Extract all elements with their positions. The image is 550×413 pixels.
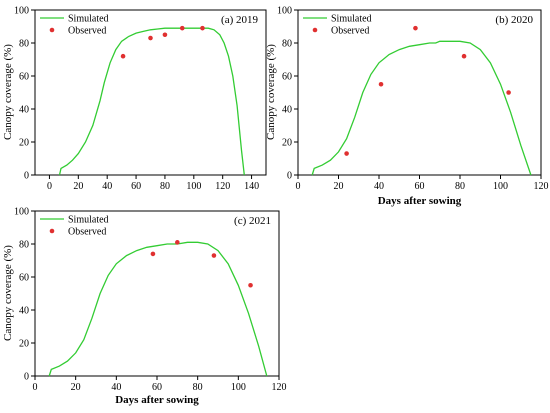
legend-point-swatch xyxy=(49,27,55,33)
y-axis-label: Canopy coverage (%) xyxy=(2,44,14,140)
y-tick-label: 0 xyxy=(24,171,29,182)
legend-simulated-label: Simulated xyxy=(68,215,109,226)
simulated-line xyxy=(311,40,532,176)
x-tick-label: 0 xyxy=(296,181,301,192)
y-tick-label: 100 xyxy=(14,6,29,17)
panel-title: (c) 2021 xyxy=(234,215,271,227)
x-tick-label: 100 xyxy=(186,181,201,192)
x-tick-label: 120 xyxy=(534,181,549,192)
y-tick-label: 80 xyxy=(19,240,29,251)
x-tick-label: 20 xyxy=(73,181,83,192)
observed-point xyxy=(461,53,467,59)
observed-point xyxy=(179,25,185,31)
y-tick-label: 100 xyxy=(277,6,292,17)
x-tick-label: 80 xyxy=(455,181,465,192)
observed-point xyxy=(378,81,384,87)
y-tick-label: 100 xyxy=(14,207,29,218)
y-tick-label: 80 xyxy=(282,39,292,50)
x-tick-label: 120 xyxy=(272,382,287,393)
x-tick-label: 40 xyxy=(111,382,121,393)
x-tick-label: 80 xyxy=(193,382,203,393)
y-tick-label: 80 xyxy=(19,39,29,50)
x-tick-label: 40 xyxy=(102,181,112,192)
x-tick-label: 60 xyxy=(415,181,425,192)
y-tick-label: 40 xyxy=(19,105,29,116)
y-tick-label: 20 xyxy=(19,138,29,149)
panel-3: 0 20 40 60 80 100 120 0 20 40 60 80 100 Canopy covera… xyxy=(2,207,287,407)
panel-title: (a) 2019 xyxy=(221,14,258,26)
y-tick-label: 60 xyxy=(19,273,29,284)
observed-point xyxy=(413,25,418,31)
observed-point xyxy=(211,253,217,258)
x-tick-label: 100 xyxy=(493,181,508,192)
legend-point-swatch xyxy=(49,228,55,234)
x-tick-label: 0 xyxy=(33,382,38,393)
x-tick-label: 60 xyxy=(152,382,162,393)
y-tick-label: 60 xyxy=(19,72,29,83)
y-tick-label: 20 xyxy=(282,138,292,149)
legend-observed-label: Observed xyxy=(331,26,369,37)
y-axis-label: Canopy coverage (%) xyxy=(265,44,277,140)
y-tick-label: 40 xyxy=(282,105,292,116)
legend-point-swatch xyxy=(312,27,318,33)
observed-point xyxy=(175,240,180,245)
panel-1: 0 20 40 60 80 100 120 140 0 20 40 60 80 100 Canopy cov… xyxy=(2,6,267,192)
x-tick-label: 120 xyxy=(215,181,230,192)
y-tick-label: 0 xyxy=(287,171,292,182)
observed-point xyxy=(150,251,156,257)
legend-simulated-label: Simulated xyxy=(68,14,109,25)
observed-point xyxy=(148,35,153,41)
simulated-line xyxy=(58,27,245,176)
observed-point xyxy=(506,90,511,95)
observed-point xyxy=(162,32,168,38)
x-tick-label: 20 xyxy=(334,181,344,192)
x-axis-label: Days after sowing xyxy=(378,195,462,207)
x-tick-label: 60 xyxy=(131,181,141,192)
y-tick-label: 40 xyxy=(19,306,29,317)
x-tick-label: 100 xyxy=(231,382,246,393)
panel-2: 0 20 40 60 80 100 120 0 20 40 60 80 100 Canopy covera… xyxy=(265,6,549,208)
panel-title: (b) 2020 xyxy=(495,14,533,26)
legend-observed-label: Observed xyxy=(68,26,106,37)
observed-point xyxy=(344,151,349,156)
x-tick-label: 40 xyxy=(374,181,384,192)
simulated-line xyxy=(48,241,268,377)
x-tick-label: 140 xyxy=(244,181,259,192)
y-tick-label: 20 xyxy=(19,339,29,350)
observed-point xyxy=(248,282,253,288)
y-tick-label: 60 xyxy=(282,72,292,83)
plot-frame xyxy=(34,9,267,176)
y-axis-label: Canopy coverage (%) xyxy=(2,245,14,341)
legend-simulated-label: Simulated xyxy=(331,14,372,25)
observed-point xyxy=(200,25,205,31)
x-tick-label: 20 xyxy=(71,382,81,393)
x-tick-label: 0 xyxy=(47,181,52,192)
y-tick-label: 0 xyxy=(24,372,29,383)
x-axis-label: Days after sowing xyxy=(115,394,199,406)
x-tick-label: 80 xyxy=(160,181,170,192)
observed-point xyxy=(120,53,126,59)
legend-observed-label: Observed xyxy=(68,227,106,238)
